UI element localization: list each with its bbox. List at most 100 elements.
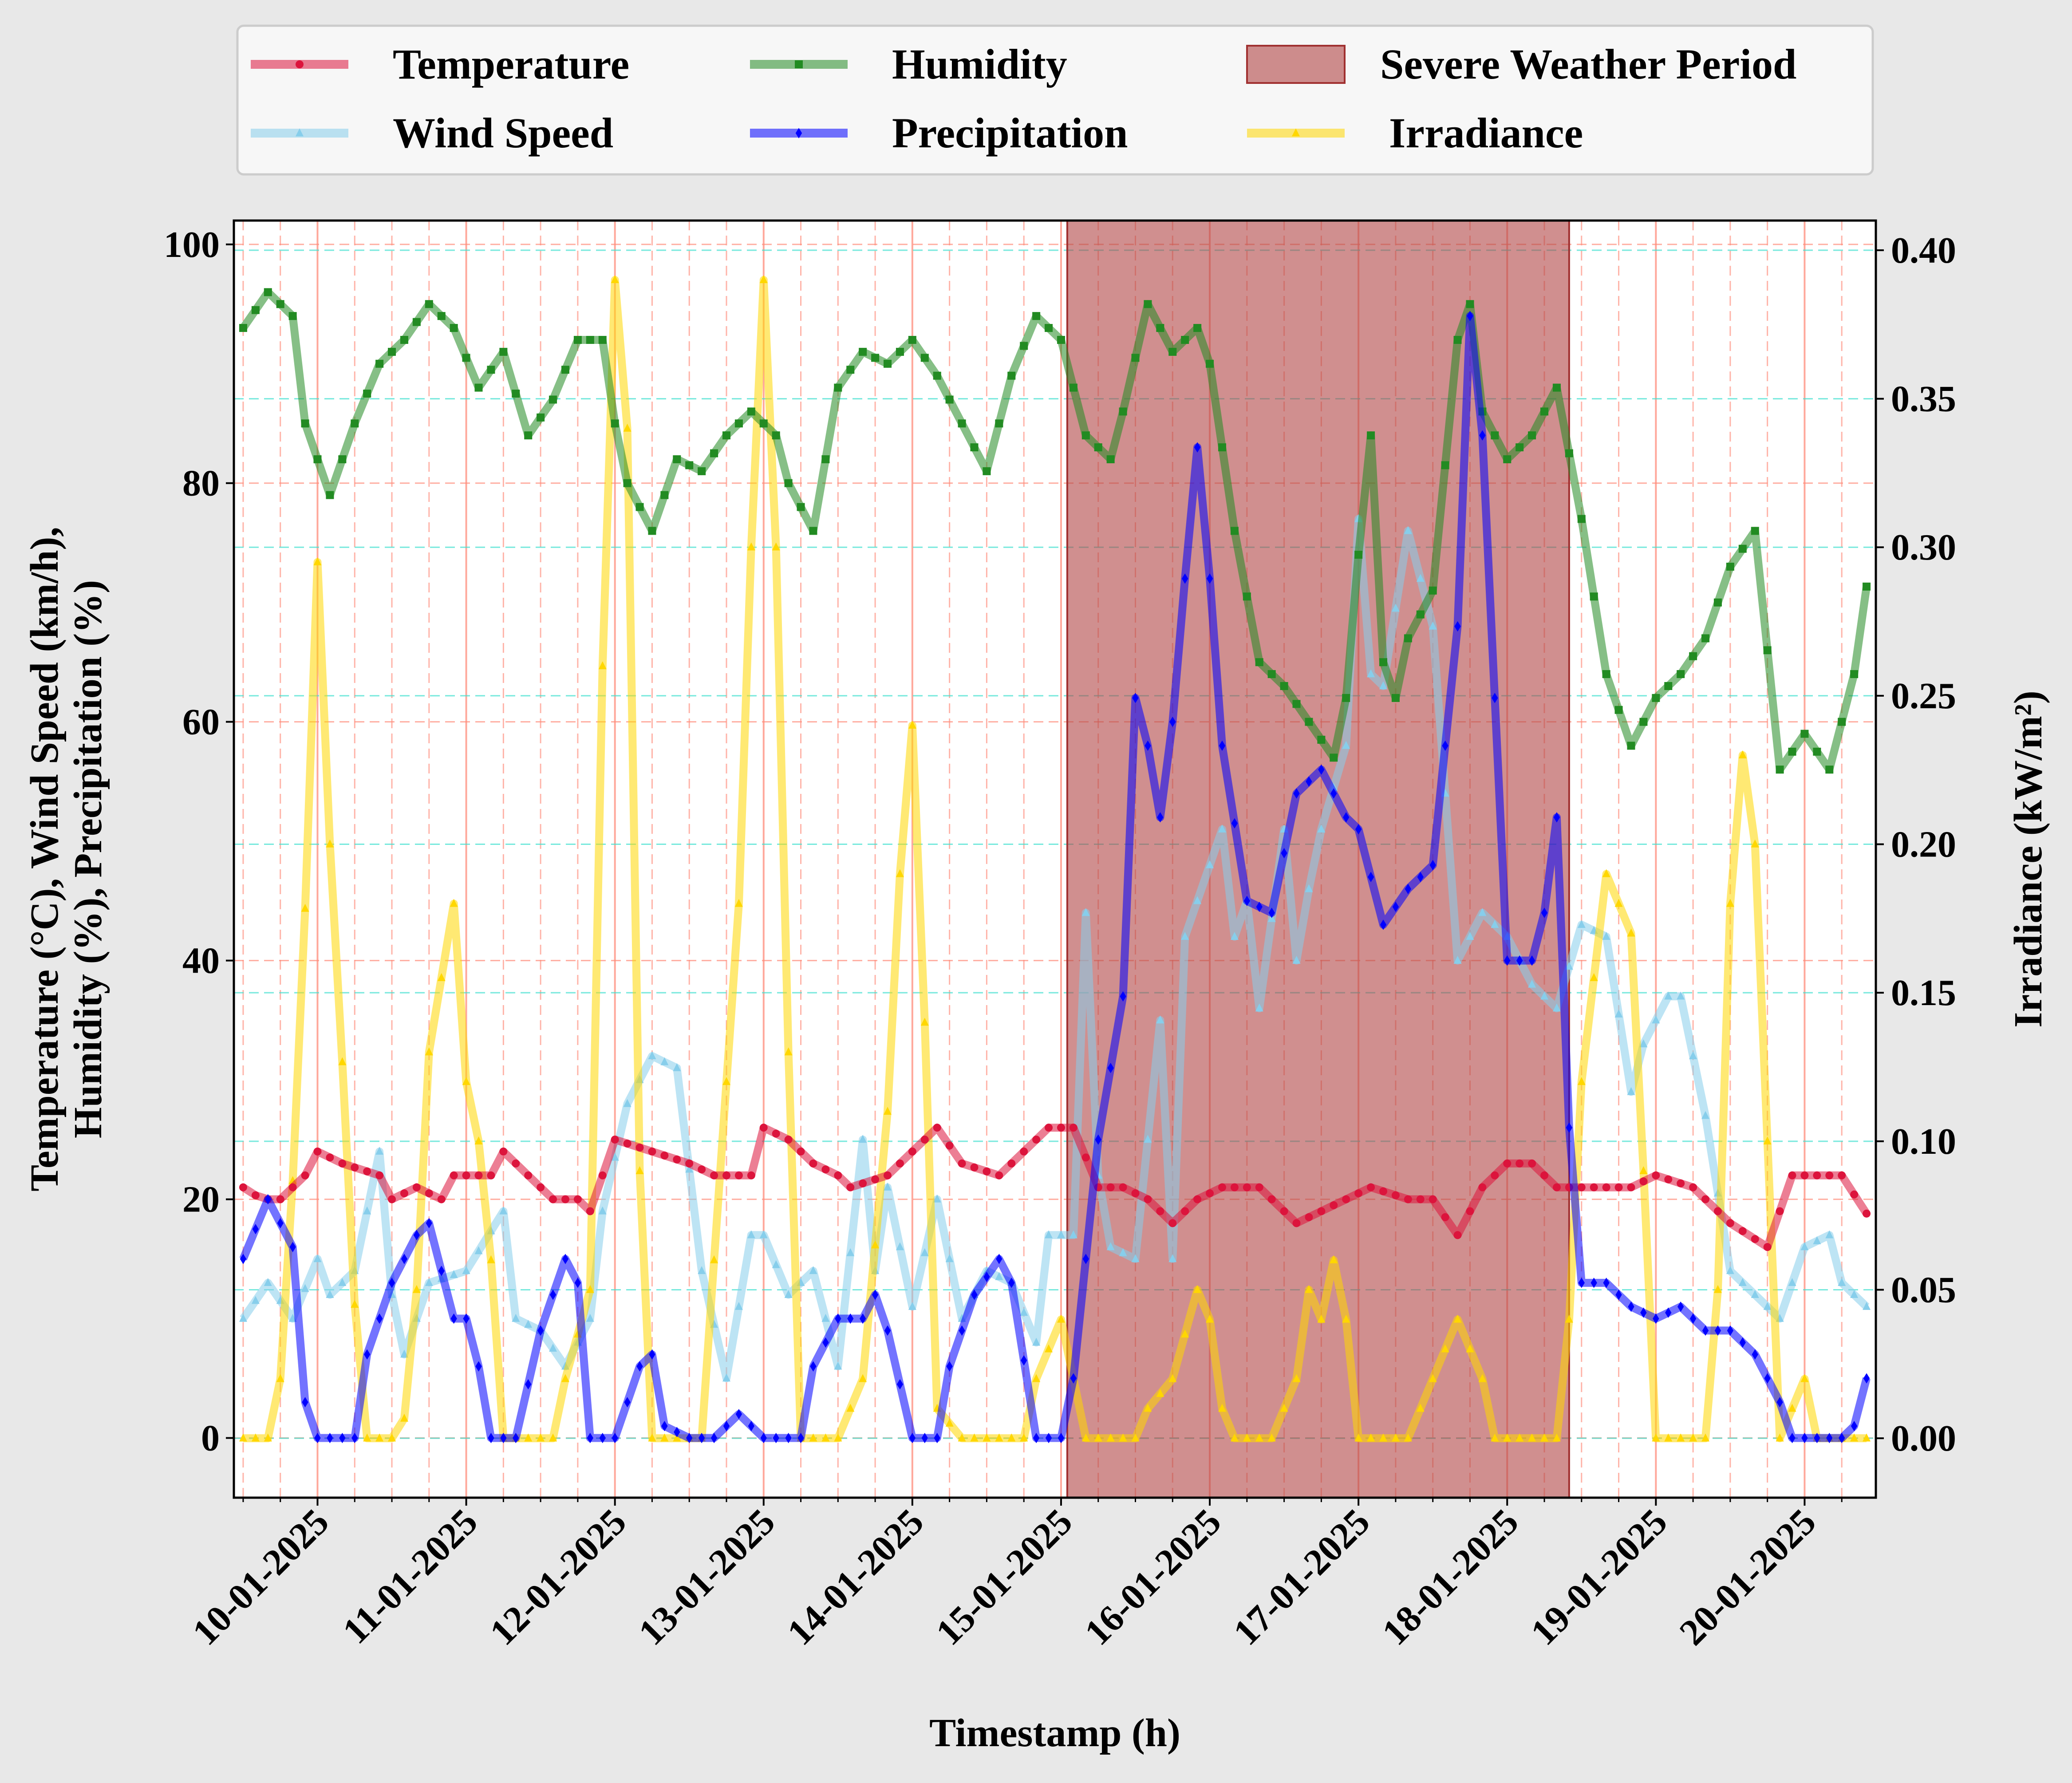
data-point-temperature xyxy=(1429,1195,1437,1203)
data-point-irradiance xyxy=(1181,1329,1189,1338)
data-point-temperature xyxy=(276,1195,284,1203)
data-point-wind-speed xyxy=(1404,526,1412,534)
data-point-humidity xyxy=(1094,443,1102,452)
data-point-irradiance xyxy=(276,1374,284,1382)
y-tick-label: 100 xyxy=(164,224,220,265)
data-point-irradiance xyxy=(1156,1389,1164,1397)
data-point-wind-speed xyxy=(1391,604,1400,612)
data-point-precipitation xyxy=(599,1432,606,1444)
data-point-temperature xyxy=(561,1195,569,1203)
series-humidity xyxy=(239,288,1871,774)
data-point-temperature xyxy=(1131,1189,1140,1198)
data-point-wind-speed xyxy=(846,1248,855,1256)
data-point-temperature xyxy=(1713,1207,1722,1215)
data-point-temperature xyxy=(784,1136,793,1144)
y2-tick-label: 0.05 xyxy=(1891,1269,1956,1310)
data-point-humidity xyxy=(1330,753,1338,762)
data-point-wind-speed xyxy=(673,1063,681,1071)
data-point-wind-speed xyxy=(1045,1230,1053,1239)
data-point-humidity xyxy=(1614,706,1623,714)
data-point-precipitation xyxy=(1702,1325,1709,1336)
data-point-precipitation xyxy=(983,1271,990,1282)
data-point-precipitation xyxy=(835,1313,841,1324)
data-point-irradiance xyxy=(1354,1433,1363,1442)
data-point-temperature xyxy=(1193,1195,1202,1203)
data-point-precipitation xyxy=(426,1218,433,1229)
data-point-temperature xyxy=(734,1171,743,1179)
data-point-humidity xyxy=(425,300,433,308)
data-point-wind-speed xyxy=(1738,1278,1747,1286)
data-point-temperature xyxy=(1342,1195,1350,1203)
data-point-irradiance xyxy=(400,1413,408,1422)
data-point-humidity xyxy=(276,300,284,308)
data-point-wind-speed xyxy=(1032,1337,1041,1346)
data-point-precipitation xyxy=(587,1432,594,1444)
data-point-temperature xyxy=(1292,1219,1301,1227)
data-point-precipitation xyxy=(525,1379,532,1390)
data-point-irradiance xyxy=(1057,1314,1065,1323)
data-point-humidity xyxy=(1416,610,1425,619)
data-point-temperature xyxy=(239,1183,247,1191)
data-point-wind-speed xyxy=(1144,1135,1152,1143)
data-point-temperature xyxy=(288,1183,297,1191)
data-point-precipitation xyxy=(1801,1432,1808,1444)
data-point-humidity xyxy=(1206,359,1214,368)
data-point-temperature xyxy=(1478,1183,1487,1191)
data-point-wind-speed xyxy=(1230,932,1239,940)
data-point-humidity xyxy=(1763,646,1772,655)
y-tick-label: 60 xyxy=(182,702,220,743)
data-point-wind-speed xyxy=(1689,1051,1697,1060)
data-point-temperature xyxy=(1181,1207,1189,1215)
data-point-humidity xyxy=(908,335,916,344)
data-point-humidity xyxy=(1577,515,1586,523)
data-point-wind-speed xyxy=(920,1248,929,1256)
data-point-humidity xyxy=(313,455,322,463)
data-point-precipitation xyxy=(388,1278,395,1288)
data-point-precipitation xyxy=(488,1432,494,1444)
data-point-humidity xyxy=(400,335,408,344)
data-point-precipitation xyxy=(1591,1278,1597,1288)
data-point-precipitation xyxy=(1504,955,1511,966)
data-point-temperature xyxy=(1825,1171,1834,1179)
data-point-wind-speed xyxy=(660,1057,669,1065)
data-point-humidity xyxy=(958,419,966,428)
data-point-precipitation xyxy=(1145,740,1151,751)
data-point-irradiance xyxy=(1453,1314,1462,1323)
data-point-precipitation xyxy=(1157,812,1164,823)
data-point-wind-speed xyxy=(1528,979,1536,988)
data-point-humidity xyxy=(1243,592,1251,601)
data-point-irradiance xyxy=(920,1018,929,1026)
data-point-precipitation xyxy=(289,1242,296,1252)
data-point-humidity xyxy=(1552,383,1561,392)
data-point-wind-speed xyxy=(698,1266,706,1274)
data-point-precipitation xyxy=(1516,955,1523,966)
data-point-precipitation xyxy=(1776,1397,1783,1408)
data-point-humidity xyxy=(1726,563,1734,571)
data-point-precipitation xyxy=(413,1230,420,1240)
data-point-irradiance xyxy=(834,1433,842,1442)
data-point-humidity xyxy=(264,288,272,296)
data-point-temperature xyxy=(685,1159,694,1168)
data-point-temperature xyxy=(450,1171,458,1179)
data-point-irradiance xyxy=(1007,1433,1016,1442)
data-point-humidity xyxy=(673,455,681,463)
data-point-irradiance xyxy=(1230,1433,1239,1442)
data-point-temperature xyxy=(1726,1219,1734,1227)
data-point-precipitation xyxy=(1442,740,1448,751)
data-point-humidity xyxy=(635,503,644,511)
data-point-irradiance xyxy=(734,899,743,907)
data-point-humidity xyxy=(846,366,855,374)
data-point-wind-speed xyxy=(1305,884,1313,892)
data-point-humidity xyxy=(251,306,260,314)
data-point-temperature xyxy=(499,1147,508,1156)
data-point-humidity xyxy=(1305,718,1313,726)
data-point-irradiance xyxy=(462,1077,470,1085)
data-point-wind-speed xyxy=(884,1182,892,1191)
data-point-precipitation xyxy=(996,1254,1002,1264)
data-point-wind-speed xyxy=(512,1314,520,1322)
data-point-wind-speed xyxy=(1206,860,1214,868)
data-point-wind-speed xyxy=(1800,1242,1809,1250)
data-point-precipitation xyxy=(1764,1373,1771,1384)
data-point-irradiance xyxy=(809,1433,817,1442)
data-point-precipitation xyxy=(327,1432,333,1444)
